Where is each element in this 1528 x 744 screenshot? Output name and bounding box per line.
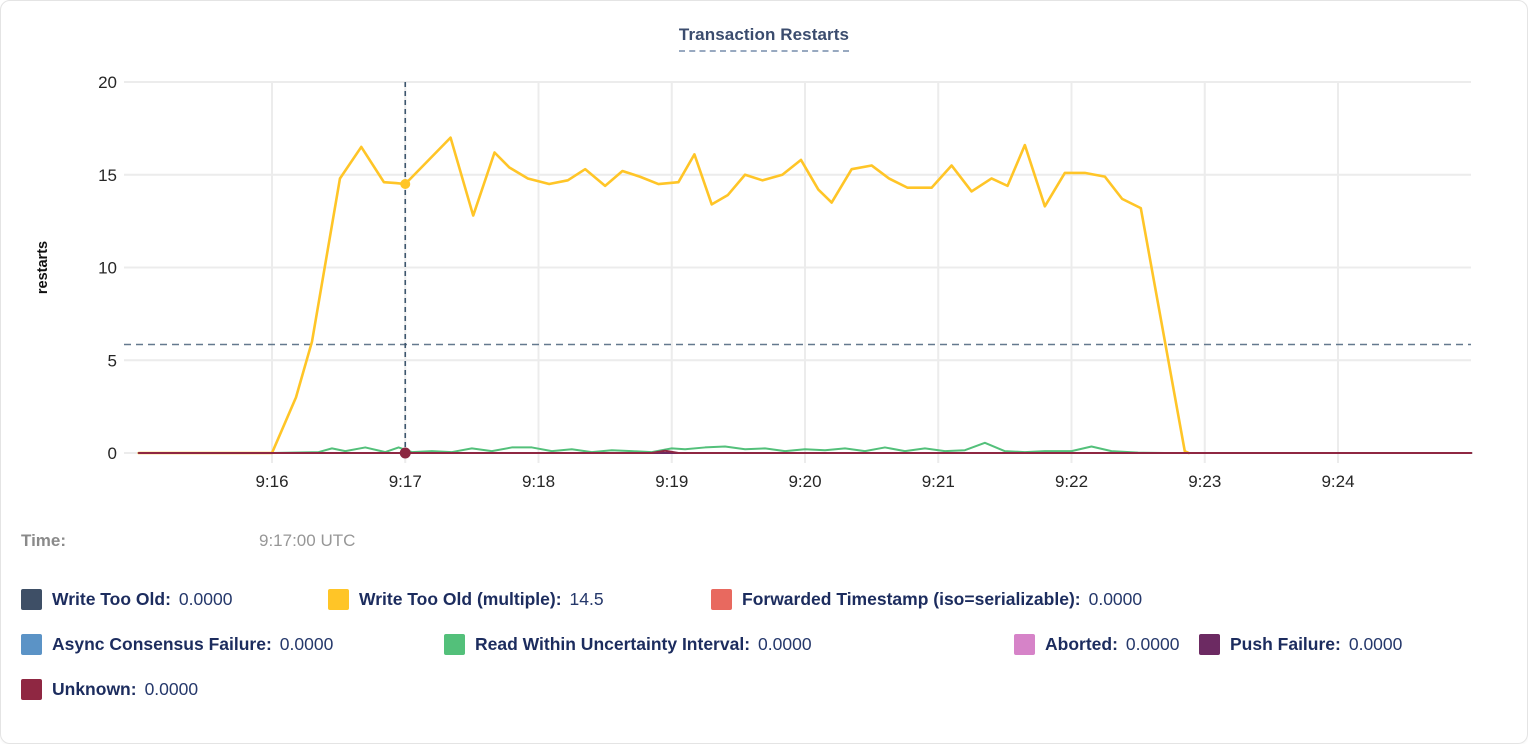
legend-row: Write Too Old: 0.0000 Write Too Old (multi…: [21, 587, 1517, 612]
y-tick-label: 20: [98, 73, 117, 92]
legend-value: 0.0000: [279, 634, 334, 654]
legend: Write Too Old: 0.0000 Write Too Old (multi…: [21, 587, 1517, 722]
legend-swatch-write-too-old-multiple-: [328, 589, 349, 610]
legend-swatch-async-consensus-failure: [21, 634, 42, 655]
x-tick-label: 9:20: [788, 472, 821, 491]
legend-value: 0.0000: [1348, 634, 1403, 654]
legend-label: Async Consensus Failure:: [52, 634, 272, 654]
legend-label: Push Failure:: [1230, 634, 1341, 654]
y-tick-label: 5: [108, 351, 117, 370]
hover-dot-write-too-old-multiple-: [400, 179, 411, 190]
legend-swatch-unknown: [21, 679, 42, 700]
y-axis-label: restarts: [35, 241, 51, 294]
legend-item-forwarded-timestamp-iso-serializable-: Forwarded Timestamp (iso=serializable): 0…: [711, 589, 1142, 610]
legend-value: 0.0000: [1125, 634, 1180, 654]
time-value: 9:17:00 UTC: [259, 531, 356, 550]
legend-label: Write Too Old (multiple):: [359, 589, 562, 609]
time-label: Time:: [21, 531, 67, 550]
y-tick-label: 10: [98, 259, 117, 278]
x-tick-label: 9:17: [389, 472, 422, 491]
y-tick-label: 0: [108, 444, 117, 463]
x-tick-label: 9:22: [1055, 472, 1088, 491]
x-tick-label: 9:19: [655, 472, 688, 491]
legend-item-read-within-uncertainty-interval: Read Within Uncertainty Interval: 0.0000: [444, 634, 1014, 655]
legend-row: Unknown: 0.0000: [21, 677, 1517, 702]
legend-label: Write Too Old:: [52, 589, 171, 609]
x-tick-label: 9:23: [1188, 472, 1221, 491]
hover-dot-unknown: [399, 447, 411, 459]
legend-item-aborted: Aborted: 0.0000: [1014, 634, 1199, 655]
chart-title[interactable]: Transaction Restarts: [678, 25, 850, 52]
x-tick-label: 9:21: [922, 472, 955, 491]
legend-swatch-aborted: [1014, 634, 1035, 655]
legend-row: Async Consensus Failure: 0.0000 Read Withi…: [21, 632, 1517, 657]
legend-value: 14.5: [569, 589, 604, 609]
legend-item-unknown: Unknown: 0.0000: [21, 679, 198, 700]
series-line-unknown: [137, 449, 1473, 454]
x-tick-label: 9:18: [522, 472, 555, 491]
chart-plot-area[interactable]: 0 5 10 15 20 9:16 9:17 9:18 9:19 9:20 9:21 9:22 9:23…: [1, 63, 1527, 508]
legend-value: 0.0000: [1088, 589, 1143, 609]
y-tick-label: 15: [98, 166, 117, 185]
legend-value: 0.0000: [144, 679, 199, 699]
x-tick-label: 9:16: [255, 472, 288, 491]
legend-label: Unknown:: [52, 679, 137, 699]
chart-svg: 0 5 10 15 20 9:16 9:17 9:18 9:19 9:20 9:21 9:22 9:23…: [35, 73, 1473, 491]
legend-item-async-consensus-failure: Async Consensus Failure: 0.0000: [21, 634, 444, 655]
legend-swatch-forwarded-timestamp-iso-serializable-: [711, 589, 732, 610]
legend-swatch-read-within-uncertainty-interval: [444, 634, 465, 655]
legend-item-write-too-old: Write Too Old: 0.0000: [21, 589, 328, 610]
hover-time-row: Time: 9:17:00 UTC: [21, 531, 1507, 551]
legend-swatch-push-failure: [1199, 634, 1220, 655]
legend-item-write-too-old-multiple-: Write Too Old (multiple): 14.5: [328, 589, 711, 610]
legend-item-push-failure: Push Failure: 0.0000: [1199, 634, 1402, 655]
x-tick-label: 9:24: [1321, 472, 1354, 491]
legend-value: 0.0000: [758, 634, 812, 654]
legend-swatch-write-too-old: [21, 589, 42, 610]
legend-label: Read Within Uncertainty Interval:: [475, 634, 751, 654]
series-line-write-too-old-multiple-: [137, 136, 1191, 455]
legend-value: 0.0000: [178, 589, 233, 609]
legend-label: Forwarded Timestamp (iso=serializable):: [742, 589, 1081, 609]
chart-title-wrap: Transaction Restarts: [1, 25, 1527, 52]
legend-label: Aborted:: [1045, 634, 1118, 654]
